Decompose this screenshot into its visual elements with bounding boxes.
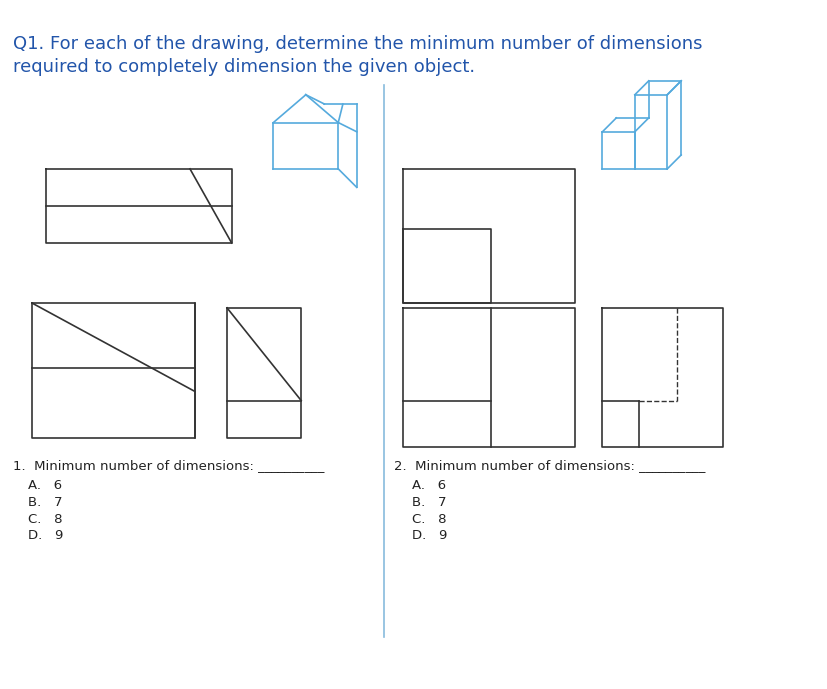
Text: B.   7: B. 7	[28, 496, 62, 509]
Text: A.   6: A. 6	[28, 480, 62, 493]
Text: C.   8: C. 8	[412, 513, 447, 526]
Text: C.   8: C. 8	[28, 513, 62, 526]
Text: 2.  Minimum number of dimensions: __________: 2. Minimum number of dimensions: _______…	[394, 459, 705, 472]
Text: 1.  Minimum number of dimensions: __________: 1. Minimum number of dimensions: _______…	[13, 459, 324, 472]
Text: D.   9: D. 9	[28, 529, 63, 542]
Text: A.   6: A. 6	[412, 480, 446, 493]
Text: D.   9: D. 9	[412, 529, 447, 542]
Text: Q1. For each of the drawing, determine the minimum number of dimensions
required: Q1. For each of the drawing, determine t…	[13, 34, 701, 76]
Text: B.   7: B. 7	[412, 496, 447, 509]
